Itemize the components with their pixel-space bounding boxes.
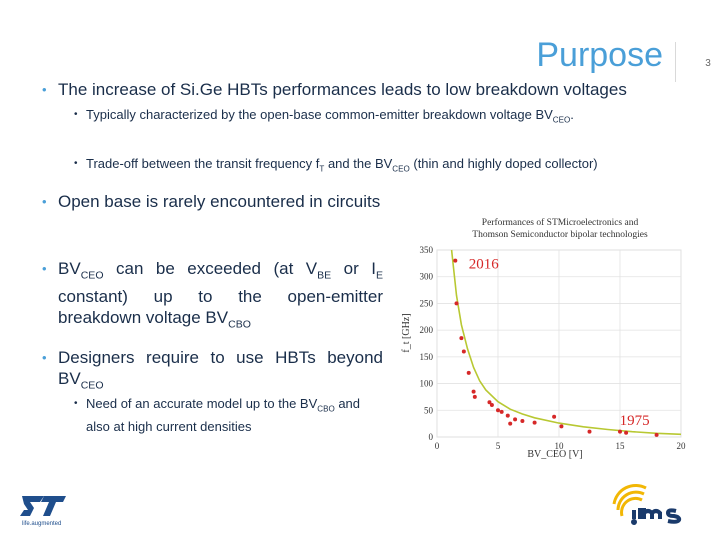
fit-line [450,249,682,436]
subscript: T [319,164,325,174]
bullet-text: or I [331,259,376,278]
sub-bullet-model: • Need of an accurate model up to the BV… [74,395,386,435]
sub-bullet-text: Need of an accurate model up to the BV [86,396,318,411]
subscript: CBO [228,318,251,331]
st-logo-icon: life.augmented [20,496,66,527]
subscript: CEO [392,164,410,174]
sub-bullet-text: Typically characterized by the open-base… [86,107,553,122]
bullet-dot: • [42,82,47,97]
data-point [520,418,525,423]
bullet-designers: • Designers require to use HBTs beyond B… [42,347,383,396]
y-tick-label: 250 [420,298,434,308]
data-point [472,394,477,399]
x-axis-label: BV_CEO [V] [527,449,582,460]
data-point [618,429,622,434]
data-point [505,413,510,418]
subscript: CBO [317,404,335,414]
bullet-bvceo-exceeded: • BVCEO can be exceeded (at VBE or IE co… [42,258,383,336]
y-axis-label: f_t [GHz] [401,313,412,352]
y-tick-label: 300 [420,272,434,282]
data-point [624,430,629,435]
data-point [487,400,492,405]
x-tick-label: 10 [555,441,565,451]
sub-bullet-text: Trade-off between the transit frequency … [86,156,320,171]
subscript: E [375,269,383,282]
annotation-1975: 1975 [620,413,650,429]
data-point [453,258,458,263]
chart-background [395,205,705,470]
data-point [654,432,659,437]
sub-bullet-dot: • [74,158,78,169]
chart-svg: Performances of STMicroelectronics and T… [395,205,705,470]
chart-title: Performances of STMicroelectronics and [482,217,639,228]
data-point [459,336,464,341]
data-point [513,417,518,422]
y-tick-label: 350 [420,245,434,255]
x-tick-label: 20 [677,441,687,451]
ims-logo [606,482,710,532]
bullet-text: BV [58,259,81,278]
chart-fit-curve [450,249,682,436]
slide-title: Purpose [536,36,663,74]
y-tick-label: 100 [420,379,434,389]
svg-text:life.augmented: life.augmented [22,521,61,527]
data-point [461,349,466,354]
sub-bullet-text: . [570,107,574,122]
subscript: BE [317,269,332,282]
data-point [587,429,592,434]
annotation-2016: 2016 [469,257,500,273]
bullet-dot: • [42,194,47,209]
ft-vs-bvceo-chart: Performances of STMicroelectronics and T… [395,205,705,470]
data-point [499,409,504,414]
chart-annotations: 2016 1975 [469,257,650,430]
title-divider [675,42,676,82]
x-tick-label: 15 [616,441,626,451]
chart-grid [436,249,682,438]
bullet-dot: • [42,261,47,276]
subscript: CEO [80,269,104,282]
data-point [489,402,494,407]
y-tick-label: 0 [429,432,434,442]
ims-logo-icon [612,483,682,525]
bullet-breakdown: • The increase of Si.Ge HBTs performance… [42,79,658,100]
bullet-open-base: • Open base is rarely encountered in cir… [42,191,383,212]
data-point [552,414,557,419]
data-point [532,420,537,425]
subscript: CEO [80,379,104,392]
sub-bullet-dot: • [74,109,78,120]
chart-ticks: 0 50 100 150 200 250 300 350 0 5 10 15 20 [420,245,687,451]
st-logo: life.augmented [18,492,74,528]
bullet-text: Open base is rarely encountered in circu… [58,192,381,211]
data-point [471,389,476,394]
data-point [454,301,459,306]
bullet-text: constant) up to the open-emitter breakdo… [58,287,383,328]
sub-bullet-bvceo: • Typically characterized by the open-ba… [74,106,686,129]
sub-bullet-text: and the BV [324,156,393,171]
data-point [466,370,471,375]
sub-bullet-text: and also at high current densities [86,396,361,434]
bullet-text: The increase of Si.Ge HBTs performances … [58,80,627,99]
sub-bullet-tradeoff: • Trade-off between the transit frequenc… [74,155,686,178]
sub-bullet-dot: • [74,398,78,409]
page-number: 3 [705,58,711,69]
chart-points [453,258,659,437]
sub-bullet-text: (thin and highly doped collector) [409,156,598,171]
data-point [559,424,564,429]
data-point [508,421,513,426]
bullet-text: can be exceeded (at V [103,259,318,278]
chart-title-line2: Thomson Semiconductor bipolar technologi… [472,230,648,240]
x-tick-label: 0 [435,441,440,451]
x-tick-label: 5 [496,441,501,451]
y-tick-label: 200 [420,325,434,335]
bullet-text: Designers require to use HBTs beyond BV [58,348,383,388]
y-tick-label: 150 [420,352,434,362]
subscript: CEO [552,115,571,125]
bullet-dot: • [42,350,47,365]
y-tick-label: 50 [424,405,434,415]
data-point [496,408,500,413]
